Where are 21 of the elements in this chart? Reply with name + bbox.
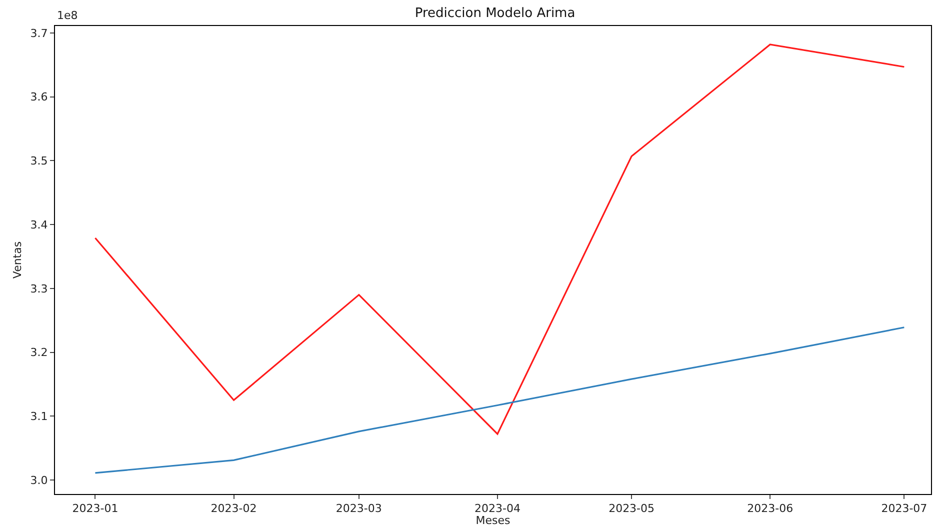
line-series — [94, 44, 905, 435]
x-tick-label: 2023-04 — [474, 502, 520, 516]
y-tick-label: 3.1 — [30, 410, 48, 423]
x-tick-label: 2023-01 — [72, 502, 118, 516]
x-tick-label: 2023-03 — [336, 502, 382, 516]
y-tick-label: 3.5 — [30, 154, 48, 168]
chart-title: Prediccion Modelo Arima — [414, 6, 576, 22]
x-tick-label: 2023-07 — [881, 502, 928, 516]
y-tick-label: 3.7 — [30, 26, 48, 40]
text: 1e8 — [57, 9, 78, 22]
y-tick-label: 3.2 — [30, 346, 48, 360]
y-tick-label: 3.4 — [30, 218, 48, 232]
x-axis-title: Meses — [476, 514, 511, 527]
y-tick-label: 3.0 — [30, 474, 48, 487]
y-axis-title: Ventas — [10, 241, 24, 279]
y-tick-label: 3.6 — [30, 90, 48, 104]
x-tick-label: 2023-02 — [210, 502, 257, 516]
line-series — [94, 326, 905, 474]
x-tick-label: 2023-06 — [747, 502, 794, 516]
y-tick-label: 3.3 — [30, 282, 48, 296]
x-tick-label: 2023-05 — [608, 502, 655, 516]
